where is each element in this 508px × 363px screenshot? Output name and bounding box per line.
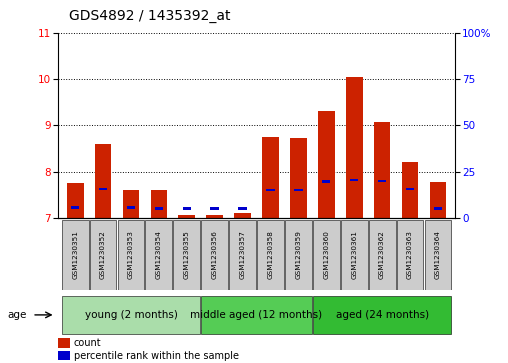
Bar [58, 351, 70, 360]
Bar [62, 220, 88, 290]
Bar [313, 220, 340, 290]
Text: GSM1230361: GSM1230361 [351, 231, 357, 280]
Text: young (2 months): young (2 months) [84, 310, 177, 320]
Bar [173, 220, 200, 290]
Bar [346, 77, 363, 218]
Bar [406, 188, 414, 190]
Bar [127, 206, 135, 209]
Bar [67, 183, 83, 218]
Bar [94, 144, 111, 218]
Text: percentile rank within the sample: percentile rank within the sample [74, 351, 239, 361]
Bar [201, 296, 312, 334]
Bar [71, 206, 79, 209]
Bar [434, 207, 442, 210]
Text: GSM1230354: GSM1230354 [156, 231, 162, 280]
Bar [430, 182, 447, 218]
Bar [210, 207, 219, 210]
Bar [313, 296, 451, 334]
Text: aged (24 months): aged (24 months) [336, 310, 429, 320]
Text: GSM1230357: GSM1230357 [240, 231, 245, 280]
Text: GSM1230360: GSM1230360 [323, 231, 329, 280]
Bar [145, 220, 172, 290]
Bar [206, 216, 223, 218]
Bar [178, 216, 195, 218]
Bar [182, 207, 191, 210]
Bar [262, 137, 279, 218]
Bar [341, 220, 368, 290]
Bar [290, 138, 307, 218]
Bar [201, 220, 228, 290]
Bar [294, 189, 303, 191]
Text: GSM1230359: GSM1230359 [295, 231, 301, 280]
Text: GSM1230358: GSM1230358 [268, 231, 273, 280]
Bar [350, 179, 358, 181]
Bar [378, 179, 386, 182]
Bar [117, 220, 144, 290]
Bar [122, 190, 139, 218]
Text: age: age [7, 310, 26, 320]
Bar [369, 220, 396, 290]
Text: GSM1230352: GSM1230352 [100, 231, 106, 280]
Bar [62, 296, 200, 334]
Bar [257, 220, 284, 290]
Text: GSM1230363: GSM1230363 [407, 231, 413, 280]
Bar [238, 207, 247, 210]
Bar [266, 189, 275, 191]
Text: count: count [74, 338, 101, 348]
Bar [234, 213, 251, 218]
Bar [150, 190, 167, 218]
Bar [90, 220, 116, 290]
Bar [318, 111, 335, 218]
Text: GSM1230351: GSM1230351 [72, 231, 78, 280]
Text: middle aged (12 months): middle aged (12 months) [190, 310, 323, 320]
Bar [425, 220, 451, 290]
Bar [402, 162, 419, 218]
Text: GSM1230355: GSM1230355 [184, 231, 190, 280]
Bar [229, 220, 256, 290]
Bar [374, 122, 391, 218]
Bar [322, 180, 331, 183]
Bar [285, 220, 312, 290]
Text: GDS4892 / 1435392_at: GDS4892 / 1435392_at [69, 9, 230, 23]
Text: GSM1230364: GSM1230364 [435, 231, 441, 280]
Bar [58, 338, 70, 348]
Bar [155, 207, 163, 210]
Text: GSM1230362: GSM1230362 [379, 231, 385, 280]
Bar [99, 188, 107, 190]
Text: GSM1230353: GSM1230353 [128, 231, 134, 280]
Bar [397, 220, 423, 290]
Text: GSM1230356: GSM1230356 [212, 231, 218, 280]
